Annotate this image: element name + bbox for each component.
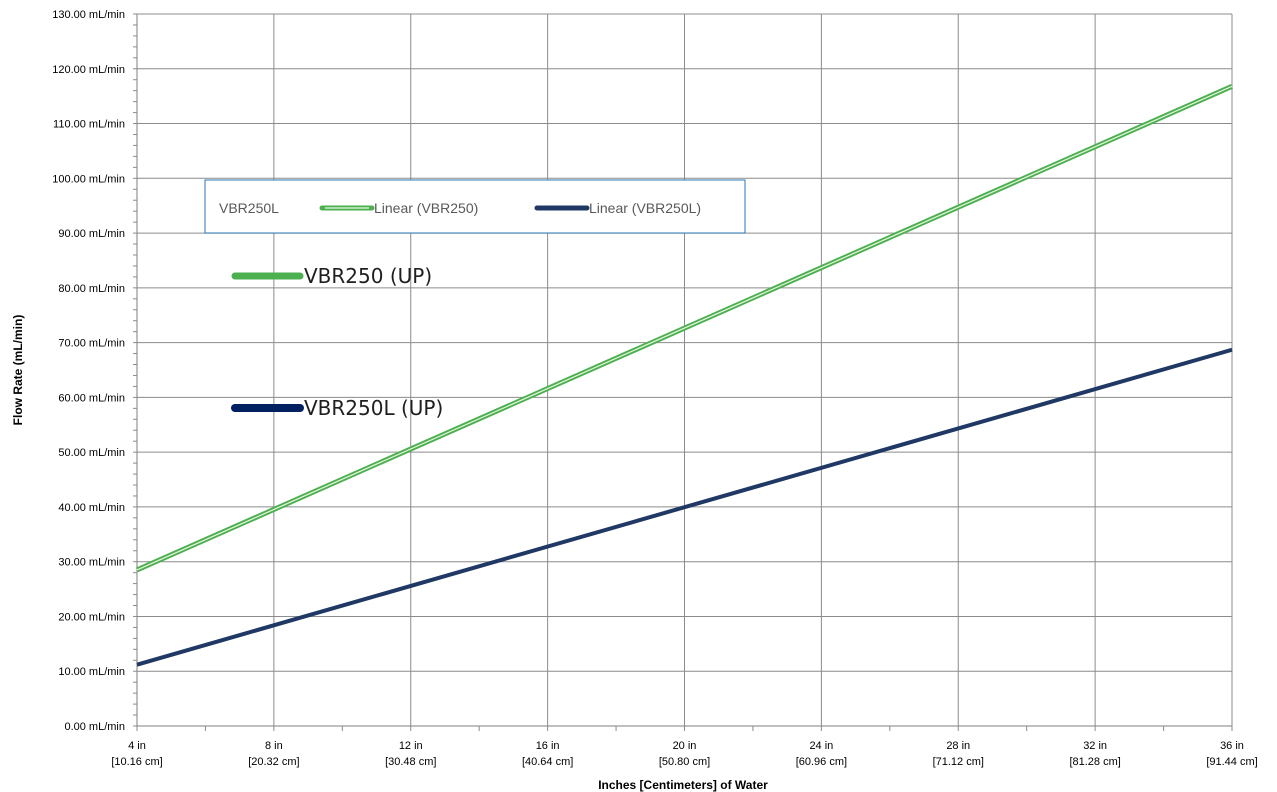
y-tick-label: 20.00 mL/min — [58, 611, 125, 623]
series-line-vbr250-highlight — [136, 85, 1233, 571]
series-lines — [135, 84, 1234, 667]
annotations: VBR250 (UP) VBR250L (UP) — [231, 264, 443, 420]
x-tick-label: 24 in — [809, 740, 833, 752]
y-tick-label: 80.00 mL/min — [58, 283, 125, 295]
y-tick-label: 60.00 mL/min — [58, 392, 125, 404]
y-tick-label: 90.00 mL/min — [58, 228, 125, 240]
annotation-label-vbr250l: VBR250L (UP) — [304, 396, 443, 420]
x-axis-ticks: 4 in [10.16 cm] 8 in [20.32 cm] 12 in [30.48 … — [111, 726, 1258, 768]
x-tick-sublabel: [60.96 cm] — [796, 756, 847, 768]
annotation-label-vbr250: VBR250 (UP) — [304, 264, 432, 288]
x-tick-sublabel: [50.80 cm] — [659, 756, 710, 768]
y-axis-title: Flow Rate (mL/min) — [11, 315, 25, 426]
x-tick-sublabel: [91.44 cm] — [1206, 756, 1257, 768]
x-tick-sublabel: [81.28 cm] — [1069, 756, 1120, 768]
y-tick-label: 70.00 mL/min — [58, 338, 125, 350]
y-tick-label: 30.00 mL/min — [58, 557, 125, 569]
x-tick-label: 32 in — [1083, 740, 1107, 752]
x-tick-sublabel: [30.48 cm] — [385, 756, 436, 768]
x-tick-label: 12 in — [399, 740, 423, 752]
y-tick-label: 130.00 mL/min — [52, 9, 125, 21]
y-tick-label: 50.00 mL/min — [58, 447, 125, 459]
legend-label-linear-vbr250l: Linear (VBR250L) — [589, 200, 701, 216]
legend-label-linear-vbr250: Linear (VBR250) — [374, 200, 478, 216]
x-tick-label: 8 in — [265, 740, 283, 752]
x-tick-sublabel: [40.64 cm] — [522, 756, 573, 768]
y-tick-label: 0.00 mL/min — [64, 721, 125, 733]
x-tick-label: 16 in — [536, 740, 560, 752]
y-tick-label: 120.00 mL/min — [52, 64, 125, 76]
series-line-vbr250l — [136, 347, 1233, 667]
legend-box — [204, 179, 746, 234]
y-tick-label: 40.00 mL/min — [58, 502, 125, 514]
legend-label-vbr250l: VBR250L — [219, 200, 279, 216]
x-tick-label: 4 in — [128, 740, 146, 752]
y-axis-ticks: 0.00 mL/min 10.00 mL/min 20.00 mL/min 30.00… — [52, 9, 137, 733]
x-tick-label: 20 in — [673, 740, 697, 752]
x-axis-title: Inches [Centimeters] of Water — [598, 778, 768, 792]
x-tick-label: 28 in — [946, 740, 970, 752]
y-tick-label: 110.00 mL/min — [53, 119, 125, 131]
x-tick-sublabel: [10.16 cm] — [111, 756, 162, 768]
x-tick-sublabel: [71.12 cm] — [933, 756, 984, 768]
x-tick-sublabel: [20.32 cm] — [248, 756, 299, 768]
x-tick-label: 36 in — [1220, 740, 1244, 752]
y-tick-label: 10.00 mL/min — [58, 666, 125, 678]
legend: VBR250L Linear (VBR250) Linear (VBR250L) — [204, 179, 746, 234]
y-tick-label: 100.00 mL/min — [52, 173, 125, 185]
